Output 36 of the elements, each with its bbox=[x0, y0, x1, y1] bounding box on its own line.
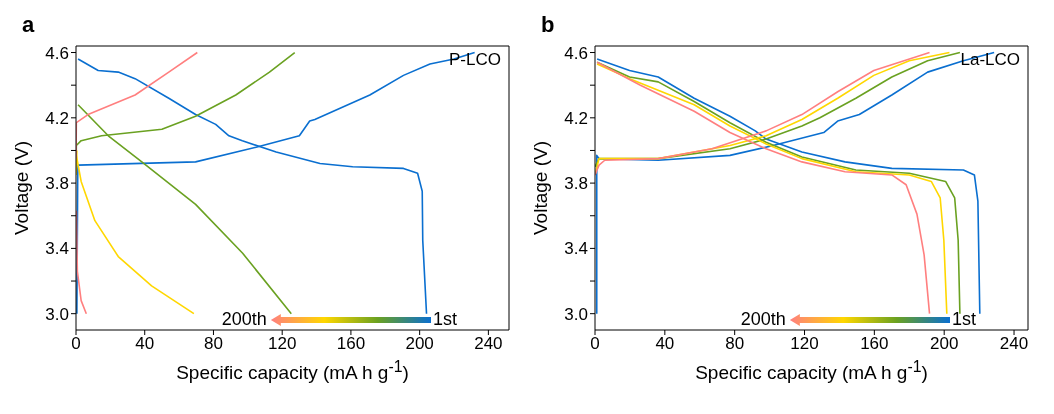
x-tick-label: 200 bbox=[405, 334, 434, 354]
x-tick-label: 0 bbox=[590, 334, 600, 354]
x-tick-label: 0 bbox=[71, 334, 81, 354]
x-tick-label: 40 bbox=[135, 334, 155, 354]
chart-title: a bbox=[22, 12, 35, 38]
y-tick-label: 3.8 bbox=[564, 174, 588, 194]
x-tick-label: 80 bbox=[725, 334, 745, 354]
x-axis-title: Specific capacity (mA h g$^{-1}$) bbox=[176, 358, 409, 385]
x-tick-label: 240 bbox=[474, 334, 503, 354]
x-tick-label: 160 bbox=[336, 334, 366, 354]
x-axis-title: Specific capacity (mA h g$^{-1}$) bbox=[695, 358, 928, 385]
y-tick-label: 4.2 bbox=[564, 108, 588, 128]
annotation: 1st bbox=[433, 307, 458, 330]
y-tick-label: 3.4 bbox=[564, 239, 588, 259]
x-tick-label: 160 bbox=[860, 334, 889, 354]
y-tick-label: 4.2 bbox=[45, 108, 69, 128]
y-tick-label: 3.8 bbox=[45, 174, 69, 194]
y-tick-label: 3.0 bbox=[45, 304, 69, 324]
y-tick-label: 4.6 bbox=[45, 43, 69, 63]
x-tick-label: 240 bbox=[999, 334, 1029, 354]
annotation: 200th bbox=[740, 307, 786, 330]
y-axis-title: Voltage (V) bbox=[11, 141, 33, 235]
x-tick-label: 120 bbox=[790, 334, 819, 354]
x-tick-label: 40 bbox=[655, 334, 675, 354]
annotation: P-LCO bbox=[449, 50, 501, 70]
annotation: 200th bbox=[221, 307, 267, 330]
y-tick-label: 4.6 bbox=[564, 43, 588, 63]
y-axis-title: Voltage (V) bbox=[530, 141, 552, 235]
y-tick-label: 3.4 bbox=[45, 239, 69, 259]
x-tick-label: 200 bbox=[930, 334, 959, 354]
annotation: La-LCO bbox=[960, 50, 1020, 70]
x-tick-label: 120 bbox=[268, 334, 297, 354]
y-tick-label: 3.0 bbox=[564, 304, 588, 324]
annotation: 1st bbox=[952, 307, 977, 330]
chart-title: b bbox=[541, 12, 555, 38]
x-tick-label: 80 bbox=[204, 334, 223, 354]
